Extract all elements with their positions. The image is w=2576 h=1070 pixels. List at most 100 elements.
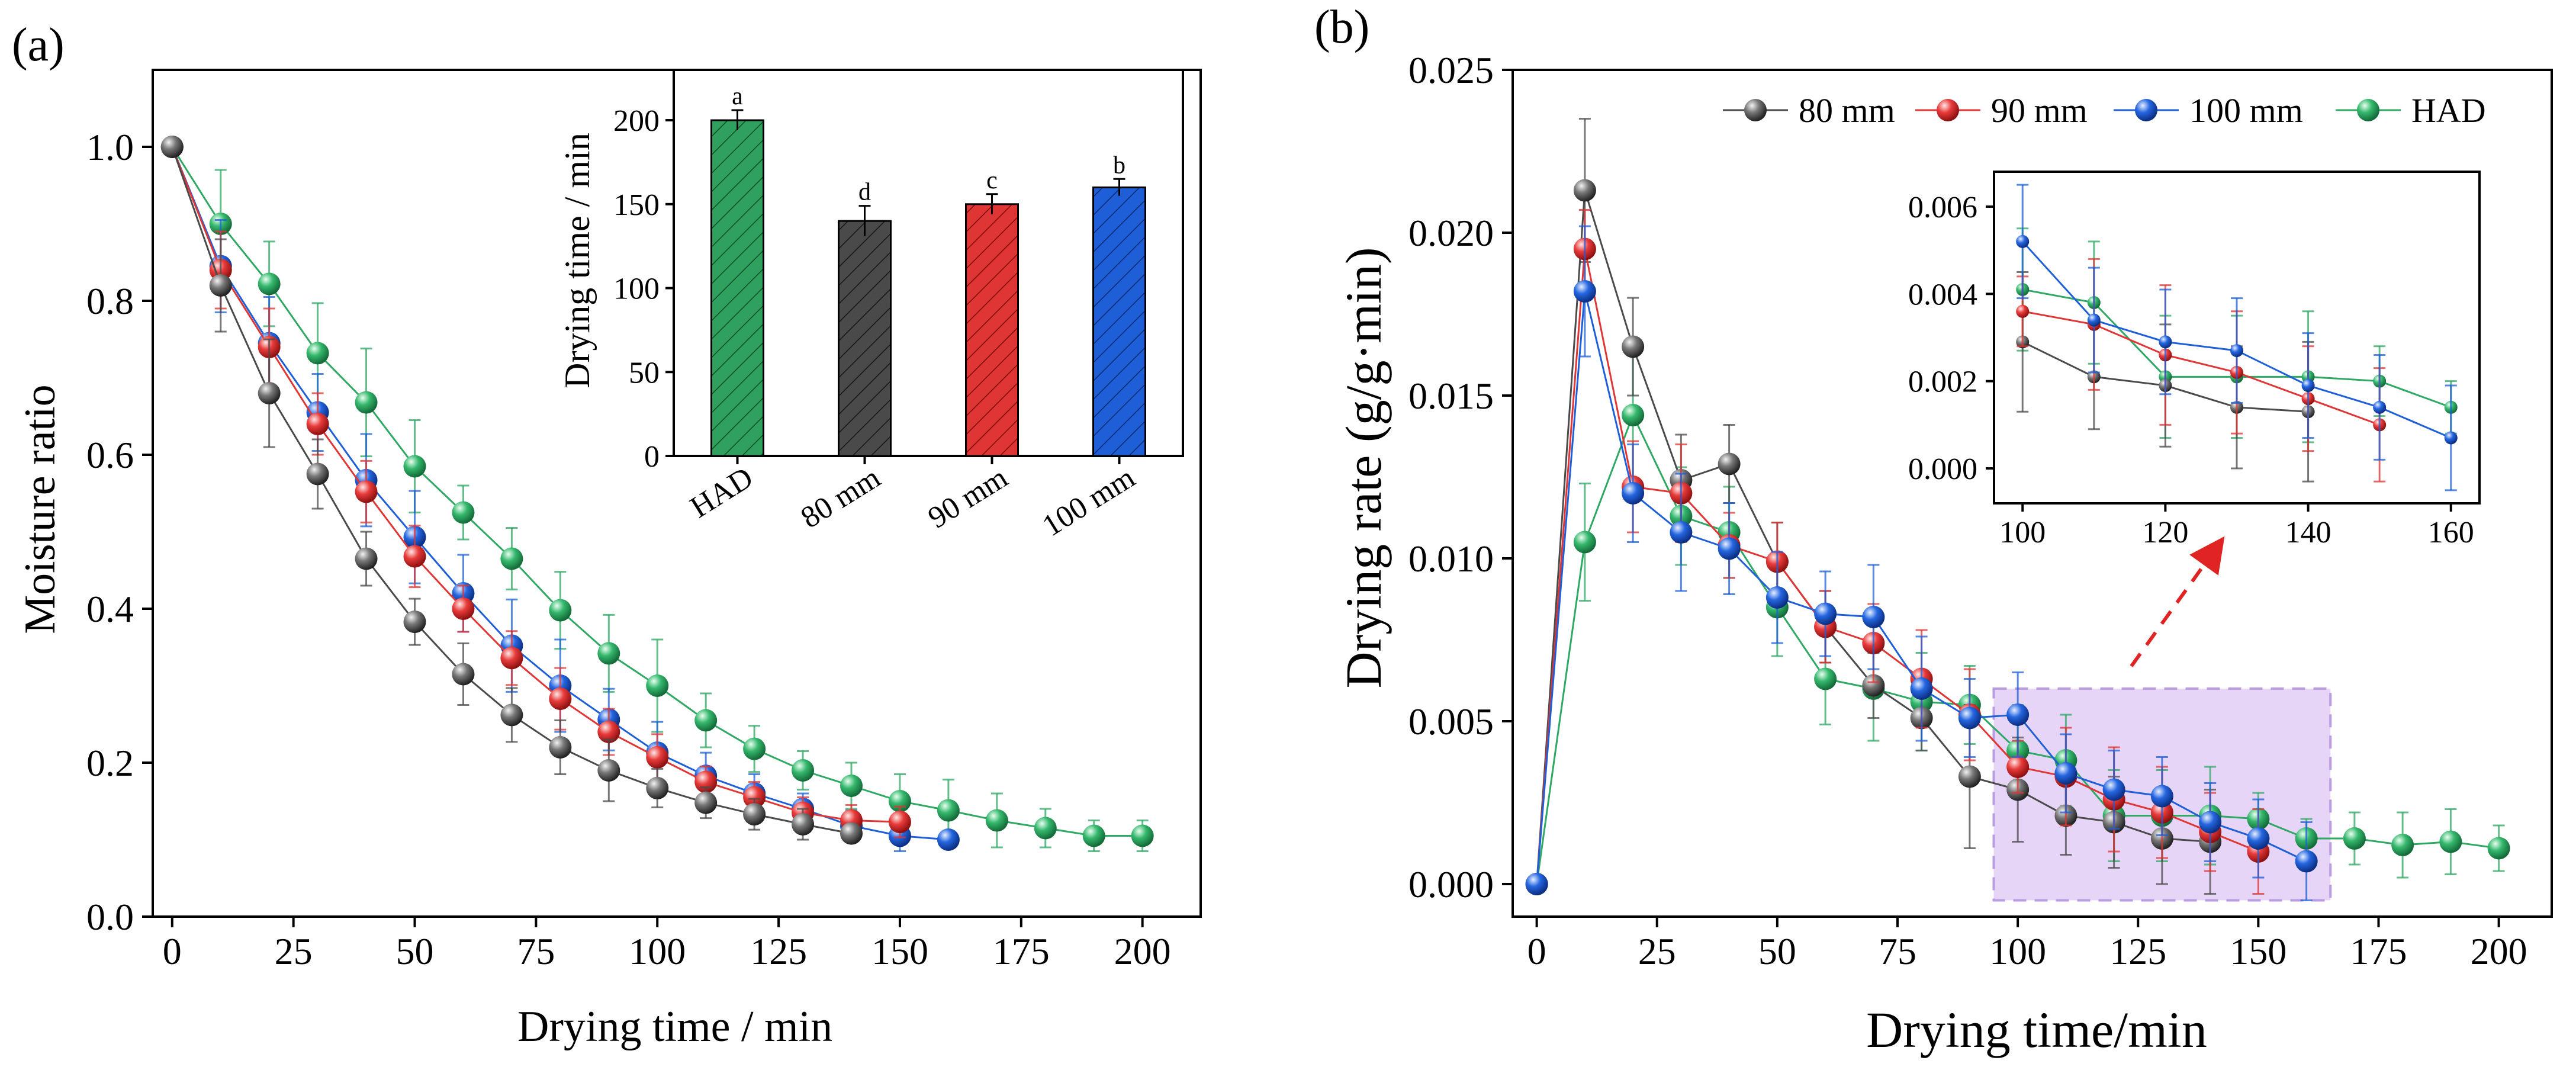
panel-b-ylabel: Drying rate (g/g·min): [1335, 247, 1392, 688]
panel-b-point: [1573, 280, 1596, 303]
panel-a-point: [355, 547, 378, 570]
panel-a-point: [500, 547, 523, 570]
inset-a-category-label: 100 mm: [1037, 461, 1141, 543]
panel-a-point: [888, 811, 911, 834]
panel-a-point: [209, 274, 232, 297]
panel-a-xtick-label: 150: [871, 930, 928, 972]
legend-marker-90-mm: [1937, 99, 1959, 121]
panel-a-point: [549, 736, 572, 759]
inset-b-point: [2301, 379, 2315, 393]
panel-a-point: [355, 480, 378, 503]
panel-a-point: [306, 462, 329, 486]
panel-b-xtick-label: 200: [2471, 930, 2527, 972]
panel-b-ytick-label: 0.025: [1408, 49, 1494, 91]
panel-a-point: [792, 813, 815, 836]
panel-a-point: [500, 647, 523, 670]
panel-a-point: [646, 776, 669, 799]
inset-b-frame: [1993, 171, 2481, 505]
legend-label-90-mm: 90 mm: [1991, 91, 2088, 130]
panel-b-ytick-label: 0.005: [1408, 701, 1494, 743]
legend-label-100-mm: 100 mm: [2189, 91, 2303, 130]
panel-a-ytick-label: 0.8: [86, 280, 134, 322]
panel-b-point: [1814, 667, 1837, 690]
inset-b-ytick-label: 0.006: [1908, 191, 1977, 224]
inset-b-point: [2230, 344, 2243, 358]
panel-b-point: [1765, 586, 1789, 609]
panel-a-point: [840, 822, 863, 845]
panel-a-inset-bar-chart: 0 50 100 150 200 a HAD d 80 mm c 90 mm b 100 mm: [613, 69, 1184, 543]
panel-b-xtick-label: 175: [2350, 930, 2407, 972]
panel-b-xtick-label: 100: [1989, 930, 2046, 972]
inset-b-ytick-label: 0.000: [1908, 452, 1977, 486]
panel-b-point: [1622, 482, 1645, 505]
panel-b-ytick-label: 0.015: [1408, 375, 1494, 417]
panel-a-point: [403, 545, 426, 568]
panel-a-point: [985, 809, 1008, 832]
panel-a-xtick-label: 125: [750, 930, 807, 972]
panel-a-point: [1034, 817, 1057, 840]
panel-a-xtick-label: 0: [163, 930, 182, 972]
inset-a-bar-80-mm: [838, 220, 892, 457]
inset-b-line-90-mm: [2022, 310, 2380, 426]
panel-a-point: [1082, 824, 1105, 847]
panel-b-xtick-label: 25: [1638, 930, 1676, 972]
panel-a-point: [597, 642, 620, 665]
panel-b-point: [1862, 674, 1885, 697]
panel-b-label: (b): [1314, 1, 1369, 53]
panel-a-point: [452, 501, 475, 524]
panel-a-point: [160, 136, 184, 158]
zoom-arrow: [2130, 536, 2225, 667]
panel-b-xtick-label: 125: [2109, 930, 2166, 972]
panel-b-point: [1814, 602, 1837, 625]
panel-a-point: [937, 799, 960, 822]
panel-a-xtick-label: 100: [629, 930, 686, 972]
legend-marker-100-mm: [2135, 99, 2157, 121]
panel-a: (a) 0 25 50 75 100 125 150 175 200 0.0 0.2 0.4 0.6 0.…: [12, 19, 1202, 1051]
panel-b: (b) 0 25 50 75 100 125 150 175 200 0.000 0.005 0.01…: [1314, 1, 2553, 1058]
panel-a-xtick-label: 25: [275, 930, 313, 972]
panel-b-point: [2295, 850, 2318, 873]
inset-a-significance-letter: d: [858, 179, 871, 206]
legend-label-had: HAD: [2411, 91, 2486, 130]
panel-b-line-90-mm: [1536, 249, 2259, 885]
panel-b-point: [1622, 404, 1645, 426]
panel-b-point: [1573, 531, 1596, 554]
panel-a-xtick-label: 175: [993, 930, 1050, 972]
inset-b-point: [2159, 335, 2172, 349]
inset-b-xtick-label: 120: [2142, 516, 2188, 550]
panel-a-xlabel: Drying time / min: [517, 1002, 832, 1051]
inset-a-bar-100-mm: [1092, 186, 1146, 457]
panel-b-xtick-label: 0: [1527, 930, 1546, 972]
inset-a-ytick-label: 0: [644, 440, 660, 474]
panel-a-xtick-label: 50: [396, 930, 434, 972]
panel-a-point: [840, 775, 863, 797]
panel-a-point: [597, 759, 620, 782]
panel-a-xtick-label: 200: [1114, 930, 1171, 972]
panel-a-ylabel: Moisture ratio: [16, 384, 65, 634]
inset-a-bar-90-mm: [965, 203, 1019, 457]
panel-a-point: [743, 803, 766, 826]
panel-b-point: [1862, 606, 1885, 628]
inset-a-frame: [673, 69, 1184, 457]
panel-b-point: [1573, 179, 1596, 202]
inset-a-ytick-label: 50: [629, 356, 660, 390]
legend-label-80-mm: 80 mm: [1799, 91, 1895, 130]
panel-b-point: [2054, 762, 2077, 785]
panel-b-point: [1958, 706, 1981, 730]
inset-a-category-label: HAD: [684, 461, 759, 525]
panel-b-point: [1910, 677, 1933, 700]
inset-b-point: [2087, 313, 2101, 327]
panel-b-xtick-label: 150: [2230, 930, 2286, 972]
inset-b-point: [2444, 431, 2458, 445]
panel-a-point: [258, 382, 281, 404]
panel-a-point: [792, 759, 815, 782]
panel-a-ytick-label: 1.0: [86, 126, 134, 168]
inset-b-ytick-label: 0.002: [1908, 365, 1977, 399]
panel-a-point: [452, 663, 475, 686]
panel-b-point: [2487, 837, 2510, 860]
panel-a-ytick-label: 0.4: [86, 588, 134, 630]
panel-b-point: [2391, 834, 2414, 856]
panel-a-point: [258, 272, 281, 295]
panel-a-point: [306, 342, 329, 365]
